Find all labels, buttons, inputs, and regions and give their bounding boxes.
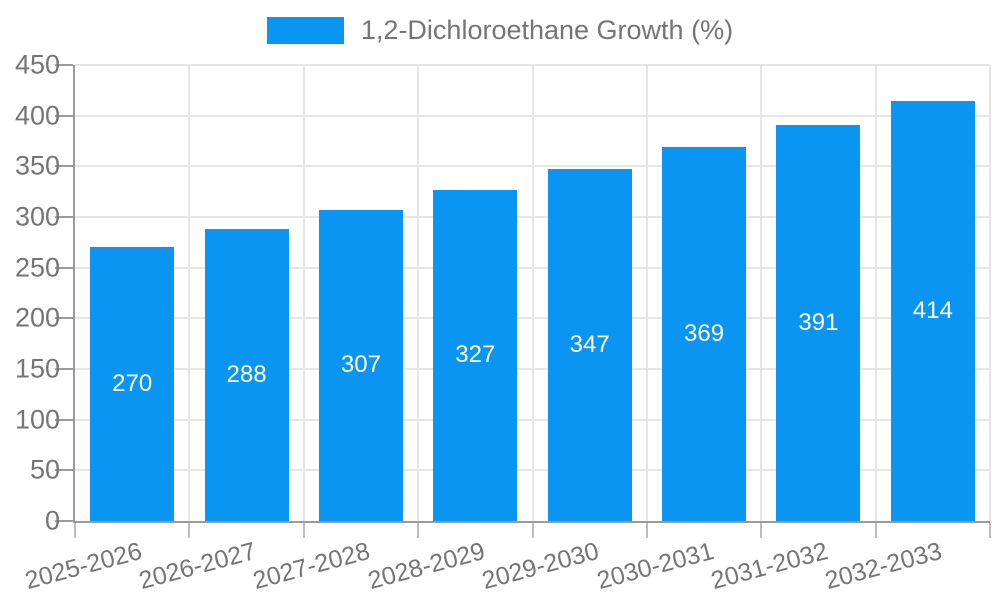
y-axis-tick <box>55 469 73 472</box>
v-gridline <box>989 65 991 521</box>
bar-value-label: 391 <box>798 308 839 336</box>
bar-value-label: 347 <box>569 331 610 359</box>
y-tick-label: 50 <box>29 454 60 485</box>
x-tick-label: 2025-2026 <box>21 537 145 595</box>
y-axis-tick <box>55 520 73 522</box>
v-gridline <box>531 65 534 521</box>
x-tick-label: 2026-2027 <box>136 537 259 595</box>
y-tick-label: 450 <box>14 49 60 80</box>
y-tick-label: 100 <box>14 404 60 435</box>
y-axis-tick <box>55 368 73 370</box>
v-gridline <box>874 65 877 521</box>
y-axis-tick <box>55 216 73 218</box>
bar: 347 <box>547 169 632 521</box>
x-axis-tick <box>760 523 763 538</box>
legend-swatch-icon <box>266 16 344 44</box>
x-tick-label: 2031-2032 <box>707 537 831 595</box>
y-tick-label: 300 <box>14 201 60 232</box>
x-axis-tick <box>302 523 305 538</box>
v-gridline <box>417 65 420 521</box>
bar-value-label: 414 <box>912 297 953 325</box>
v-gridline <box>645 65 648 521</box>
x-axis-tick <box>188 523 191 538</box>
bar: 288 <box>204 229 289 521</box>
bar-value-label: 288 <box>226 361 267 389</box>
y-axis-tick <box>55 114 73 117</box>
x-axis-tick <box>989 523 991 538</box>
y-axis-tick <box>55 64 73 66</box>
y-tick-label: 150 <box>14 353 60 384</box>
bar-value-label: 327 <box>455 341 496 369</box>
y-axis-tick <box>55 165 73 168</box>
y-tick-label: 400 <box>14 100 60 131</box>
x-tick-label: 2029-2030 <box>479 537 602 595</box>
x-axis-tick <box>74 523 76 538</box>
x-axis-tick <box>874 523 877 538</box>
x-axis-tick <box>531 523 534 538</box>
bar: 414 <box>890 101 975 521</box>
plot-area: 270 288 307 327 347 369 391 414 <box>55 64 991 538</box>
bar: 369 <box>662 147 747 521</box>
bar-value-label: 369 <box>684 320 725 348</box>
bar-value-label: 270 <box>112 370 153 398</box>
v-gridline <box>760 65 763 521</box>
bar-value-label: 307 <box>340 351 381 379</box>
y-tick-label: 200 <box>14 302 60 333</box>
y-tick-label: 0 <box>44 505 60 536</box>
x-axis-tick <box>645 523 648 538</box>
y-axis-tick <box>55 317 73 320</box>
x-axis-tick <box>417 523 420 538</box>
y-axis-tick <box>55 418 73 421</box>
x-tick-label: 2028-2029 <box>364 537 488 595</box>
x-tick-label: 2027-2028 <box>250 537 374 595</box>
y-axis-tick <box>55 266 73 269</box>
v-gridline <box>188 65 191 521</box>
y-tick-label: 250 <box>14 252 60 283</box>
bar: 391 <box>776 124 861 521</box>
bar: 270 <box>90 247 175 521</box>
legend: 1,2-Dichloroethane Growth (%) <box>0 14 1000 46</box>
legend-label: 1,2-Dichloroethane Growth (%) <box>360 15 734 45</box>
x-tick-label: 2032-2033 <box>822 537 946 595</box>
y-axis-labels: 0 50 100 150 200 250 300 350 400 450 <box>0 50 60 536</box>
x-tick-label: 2030-2031 <box>593 537 717 595</box>
bar: 327 <box>433 189 518 521</box>
v-gridline <box>302 65 305 521</box>
y-tick-label: 350 <box>14 150 60 181</box>
bar: 307 <box>318 209 403 521</box>
